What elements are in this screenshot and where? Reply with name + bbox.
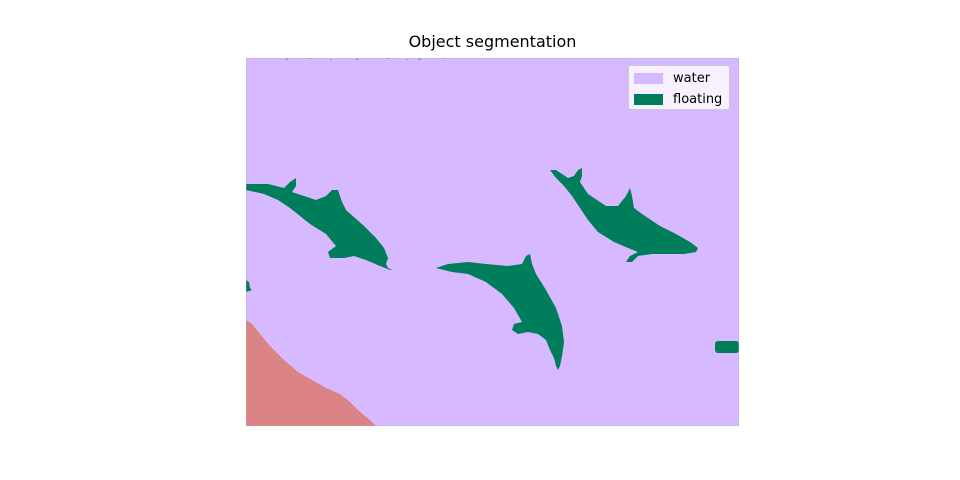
legend-swatch-floating [634, 93, 663, 105]
legend-item-floating: floating [634, 91, 722, 107]
figure-title: Object segmentation [408, 32, 577, 51]
floating-fragment [715, 341, 739, 353]
shore-region [246, 320, 376, 426]
floating-fragment [246, 280, 252, 292]
legend-label-floating: floating [673, 91, 723, 107]
edge-artifacts [286, 58, 446, 60]
legend-swatch-water [634, 72, 663, 84]
legend-item-water: water [634, 70, 710, 86]
legend: water floating [628, 65, 730, 110]
segmentation-image [246, 58, 739, 426]
dolphin-shape [436, 254, 564, 370]
dolphin-shape [550, 168, 698, 262]
dolphin-shape [246, 178, 392, 270]
legend-label-water: water [673, 70, 711, 86]
